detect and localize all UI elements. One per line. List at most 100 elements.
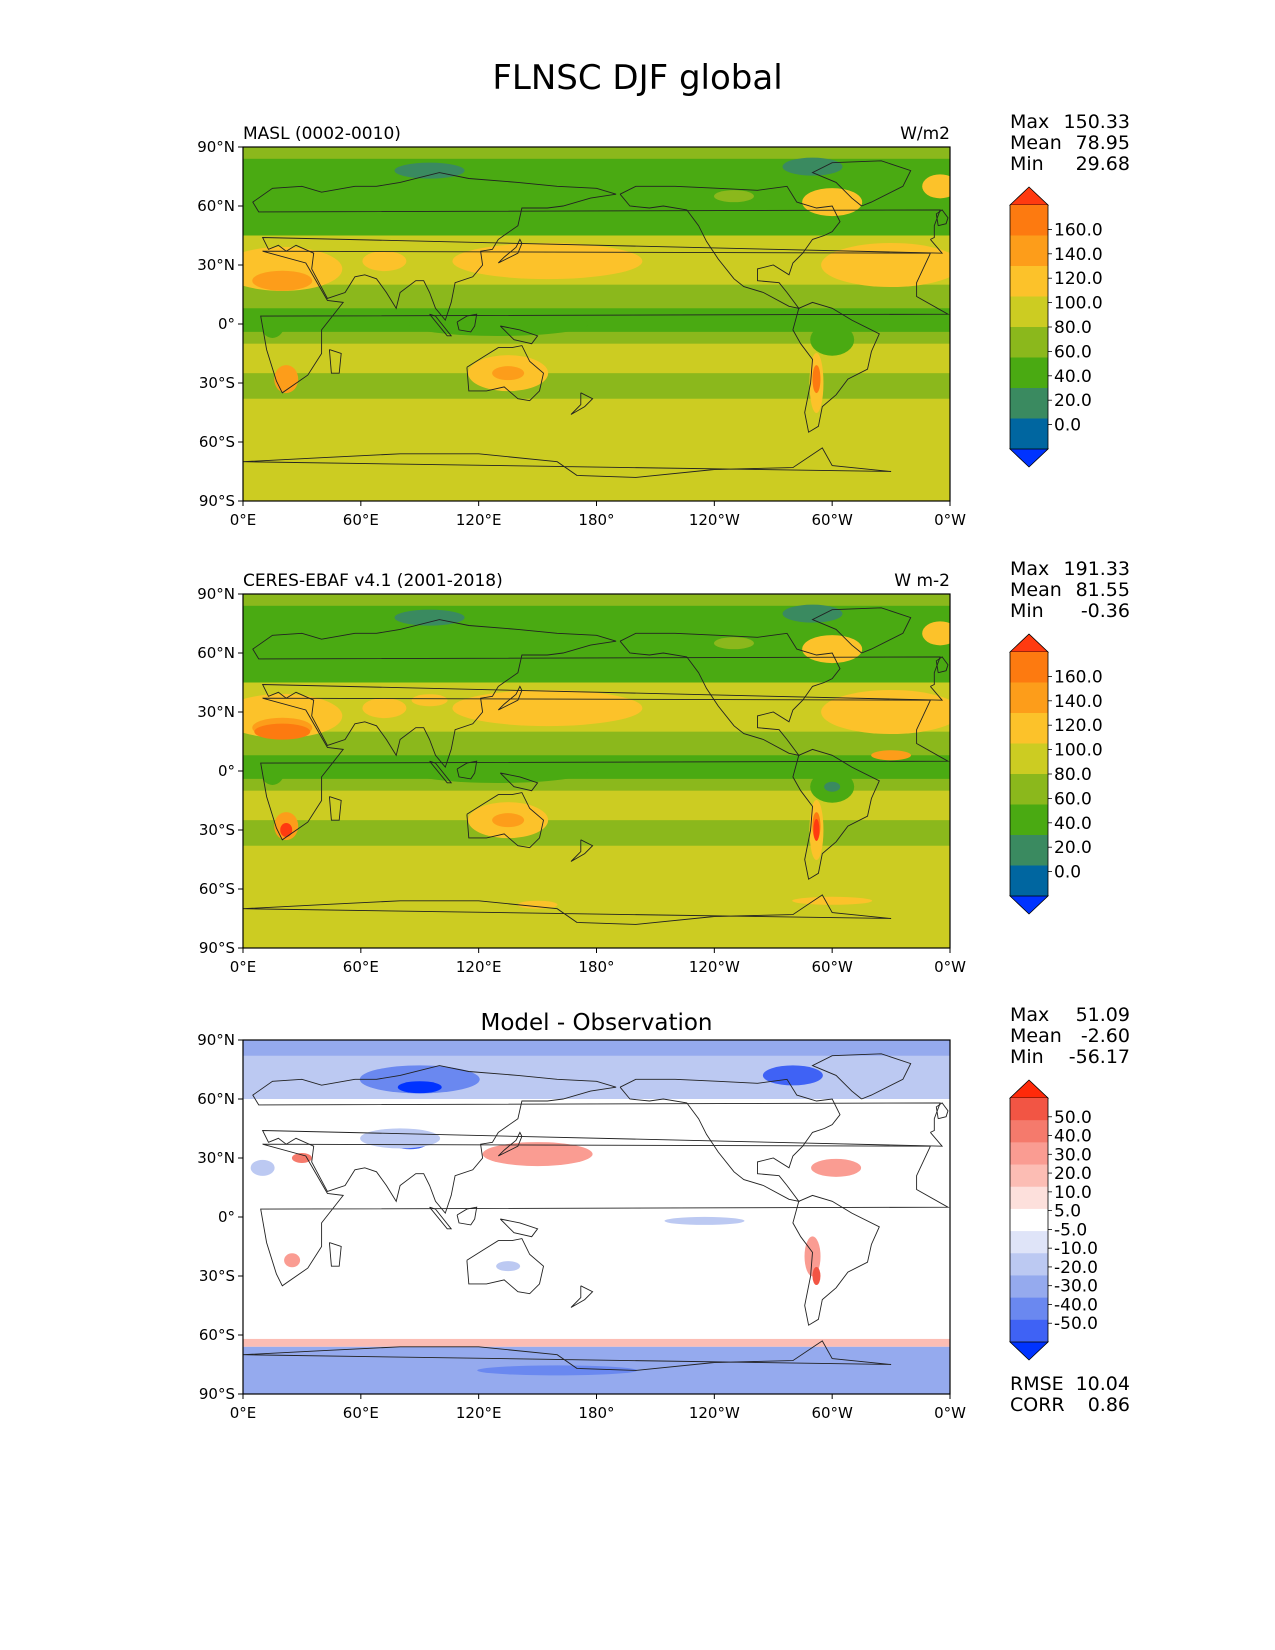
- coastline: [260, 250, 950, 394]
- x-tick-label: 120°E: [456, 958, 502, 976]
- coastline: [619, 632, 841, 756]
- y-tick-label: 90°N: [197, 138, 235, 156]
- x-tick-label: 120°W: [689, 511, 740, 529]
- coastline: [243, 894, 892, 925]
- colorbar-tick-label: 0.0: [1054, 416, 1081, 436]
- coastline: [497, 685, 523, 711]
- colorbar-segment: [1010, 652, 1048, 683]
- stat-mean-label: Mean: [1010, 132, 1062, 154]
- x-tick-label: 60°E: [343, 511, 379, 529]
- stat-max-label: Max: [1010, 560, 1049, 580]
- colorbar-tick-label: -10.0: [1054, 1239, 1098, 1259]
- field-region: [397, 1081, 442, 1094]
- x-tick-label: 120°E: [456, 1404, 502, 1422]
- coastline: [252, 1065, 944, 1215]
- subtropical-warm-region: [452, 690, 643, 727]
- field-region: [280, 823, 293, 837]
- coastline: [935, 656, 949, 674]
- colorbar-tick-label: 0.0: [1054, 863, 1081, 883]
- y-tick-label: 90°S: [199, 492, 235, 510]
- coastline: [429, 760, 453, 784]
- x-tick-label: 60°E: [343, 958, 379, 976]
- coastline: [466, 792, 544, 849]
- y-tick-label: 60°N: [197, 197, 235, 215]
- field-band: [243, 373, 950, 399]
- colorbar-tick-label: -20.0: [1054, 1258, 1098, 1278]
- field-region: [713, 637, 754, 650]
- coastline: [499, 772, 539, 792]
- colorbar-segment: [1010, 1275, 1048, 1299]
- stat-rmse-value: 10.04: [1076, 1373, 1130, 1395]
- coastline: [328, 349, 342, 374]
- x-tick-label: 180°: [578, 1404, 614, 1422]
- x-tick-label: 0°W: [934, 511, 966, 529]
- colorbar-segment: [1010, 1208, 1048, 1232]
- arctic-cold-region: [782, 157, 843, 176]
- y-tick-label: 90°S: [199, 1385, 235, 1403]
- subtropical-warm-region: [821, 243, 950, 287]
- y-tick-label: 90°N: [197, 1031, 235, 1049]
- y-tick-label: 60°S: [199, 1326, 235, 1344]
- y-tick-label: 30°S: [199, 821, 235, 839]
- colorbar-segment: [1010, 1297, 1048, 1321]
- field-region: [812, 1267, 821, 1285]
- colorbar-segment: [1010, 205, 1048, 236]
- field-region: [922, 174, 950, 199]
- x-tick-label: 120°W: [689, 958, 740, 976]
- panel-model: MASL (0002-0010) W/m2 90°N 60°N 30°N 0° 30°S 60…: [0, 113, 1275, 573]
- colorbar-segment: [1010, 835, 1048, 866]
- coastline: [570, 1285, 594, 1308]
- coastlines: [243, 160, 950, 478]
- colorbar-segment: [1010, 1253, 1048, 1276]
- coastline: [456, 760, 478, 780]
- colorbar-tick-label: -50.0: [1054, 1314, 1098, 1334]
- colorbar-tick-label: 40.0: [1054, 367, 1092, 387]
- congo-region: [260, 757, 285, 785]
- colorbar-segment: [1010, 804, 1048, 836]
- colorbar-tick-label: 100.0: [1054, 294, 1103, 314]
- colorbar-segment: [1010, 327, 1048, 358]
- colorbar-tick-label: 160.0: [1054, 667, 1103, 687]
- colorbar-segment: [1010, 266, 1048, 297]
- stat-mean-label: Mean: [1010, 1025, 1062, 1047]
- stat-min-label: Min: [1010, 153, 1044, 175]
- arctic-cold-region: [782, 604, 843, 623]
- y-tick-label: 30°N: [197, 703, 235, 721]
- colorbar-frame: [1009, 1098, 1049, 1342]
- coastline: [456, 313, 478, 333]
- stat-min-label: Min: [1010, 1046, 1044, 1068]
- y-tick-label: 90°S: [199, 939, 235, 957]
- arctic-cold-region: [394, 609, 465, 626]
- colorbar-max-extend: [1008, 186, 1050, 206]
- coastline: [792, 301, 880, 433]
- x-tick-label: 0°W: [934, 1404, 966, 1422]
- field-region: [477, 1365, 638, 1376]
- labrador-warm-region: [802, 635, 863, 664]
- stat-mean-value: 81.55: [1076, 579, 1130, 601]
- south-africa-positive-region: [284, 1253, 301, 1268]
- coastline: [252, 619, 944, 769]
- colorbar-segment: [1010, 865, 1048, 897]
- x-tick-label: 60°W: [811, 511, 853, 529]
- coastline: [466, 1238, 544, 1295]
- labrador-warm-region: [802, 188, 863, 217]
- coastline: [792, 1194, 880, 1326]
- panel-units: W m-2: [894, 571, 950, 591]
- colorbar-segment: [1010, 235, 1048, 267]
- x-tick-label: 0°E: [230, 958, 257, 976]
- stat-min-value: -56.17: [1069, 1046, 1130, 1068]
- y-tick-label: 60°S: [199, 433, 235, 451]
- stat-max-label: Max: [1010, 113, 1049, 133]
- warm-pool-region: [408, 759, 589, 783]
- colorbar-tick-label: 80.0: [1054, 765, 1092, 785]
- coastline: [935, 1102, 949, 1120]
- y-tick-label: 30°N: [197, 256, 235, 274]
- amazon-region: [810, 323, 855, 356]
- x-tick-label: 0°E: [230, 511, 257, 529]
- colorbar-tick-label: 40.0: [1054, 1127, 1092, 1147]
- colorbar-segment: [1010, 296, 1048, 328]
- colorbar-tick-label: -30.0: [1054, 1277, 1098, 1297]
- atlantic-positive-region: [811, 1158, 862, 1177]
- coastline: [456, 1206, 478, 1226]
- coastline: [328, 796, 342, 821]
